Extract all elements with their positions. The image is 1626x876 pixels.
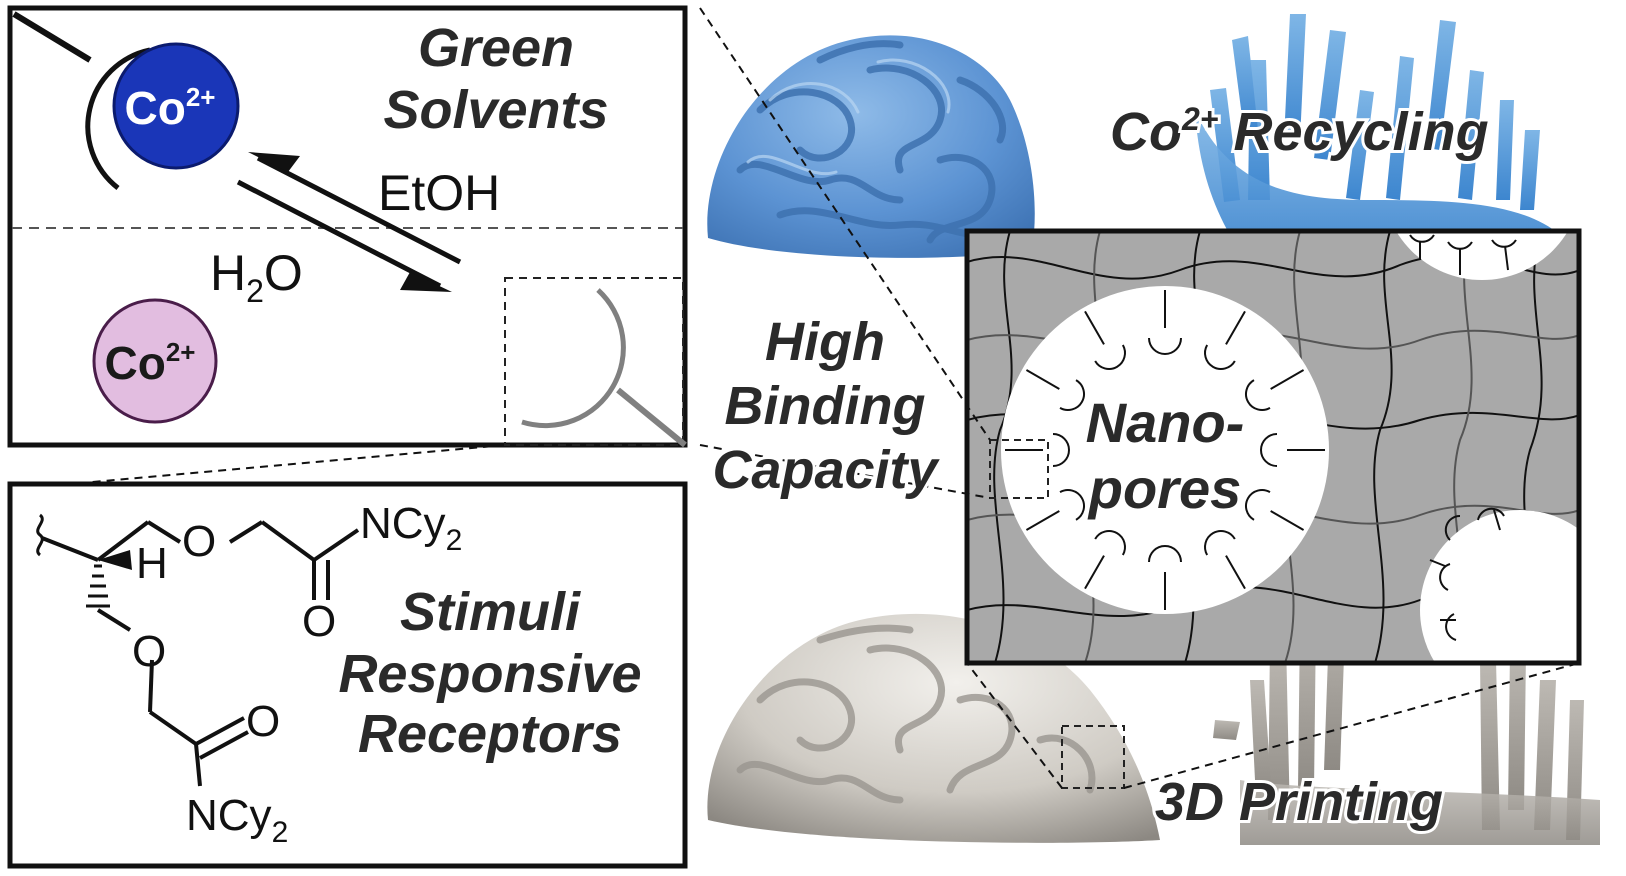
- nanopores-label-line2: pores: [1087, 457, 1242, 520]
- green-solvents-panel: Co2+ Co2+ EtOH H2O Green Solvents: [7, 5, 688, 448]
- printing-label: 3D Printing: [1155, 772, 1443, 832]
- cobalt-ion-free-label: Co2+: [105, 337, 196, 389]
- amide-1: NCy2: [360, 499, 462, 557]
- center-line3: Capacity: [712, 440, 940, 500]
- hash-bond: [86, 564, 110, 608]
- empty-receptor-arc: [521, 288, 626, 429]
- pore-bottom-right: [1420, 507, 1579, 663]
- bound-receptor-arc: [85, 47, 151, 190]
- water-label: H2O: [210, 245, 303, 309]
- atom-h: H: [136, 539, 168, 588]
- stimuli-title-line3: Receptors: [358, 704, 622, 764]
- equilibrium-arrows: [236, 152, 462, 292]
- atom-o3: O: [132, 627, 166, 676]
- detail-box-receptor: [504, 277, 684, 446]
- cobalt-ion-free: [92, 298, 218, 424]
- center-line1: High: [765, 312, 885, 372]
- main-pore: [1001, 286, 1329, 614]
- zoom-connectors: [69, 7, 1580, 789]
- amide-2: NCy2: [186, 791, 288, 849]
- detail-box-print: [1061, 725, 1125, 789]
- molecular-structure: [36, 513, 360, 787]
- center-line2: Binding: [725, 376, 926, 436]
- grey-brain-coral-photo: [707, 613, 1160, 843]
- receptor-structure-panel: H O O O O NCy2 NCy2 Stimuli Responsive R…: [7, 481, 688, 869]
- atom-o2: O: [302, 597, 336, 646]
- ethanol-label: EtOH: [378, 165, 500, 221]
- nanopore-panel: Nano- pores: [964, 228, 1582, 666]
- detail-box-pore: [989, 439, 1049, 499]
- nanopores-label-line1: Nano-: [1086, 391, 1245, 454]
- ch2-bond: [96, 608, 132, 632]
- green-solvents-title-line1: Green: [418, 18, 574, 78]
- nanopore-frame: [964, 228, 1582, 666]
- blue-brain-coral-photo: [707, 35, 1035, 258]
- stimuli-title-line2: Responsive: [338, 644, 641, 704]
- binding-capacity-label: High Binding Capacity: [709, 309, 943, 503]
- green-solvents-title-line2: Solvents: [383, 80, 608, 140]
- blue-branch-coral-photo: [1195, 14, 1560, 235]
- atom-o1: O: [182, 517, 216, 566]
- cobalt-ion-bound-label: Co2+: [125, 82, 216, 134]
- pore-top-right: [1396, 231, 1568, 280]
- empty-receptor-linker: [616, 387, 687, 448]
- bound-linker: [12, 11, 92, 63]
- wedge-bond: [98, 550, 132, 570]
- atom-o4: O: [246, 697, 280, 746]
- recycling-label: Co2+ Recycling: [1110, 101, 1489, 162]
- stimuli-title-line1: Stimuli: [400, 582, 581, 642]
- cobalt-ion-bound: [112, 42, 240, 170]
